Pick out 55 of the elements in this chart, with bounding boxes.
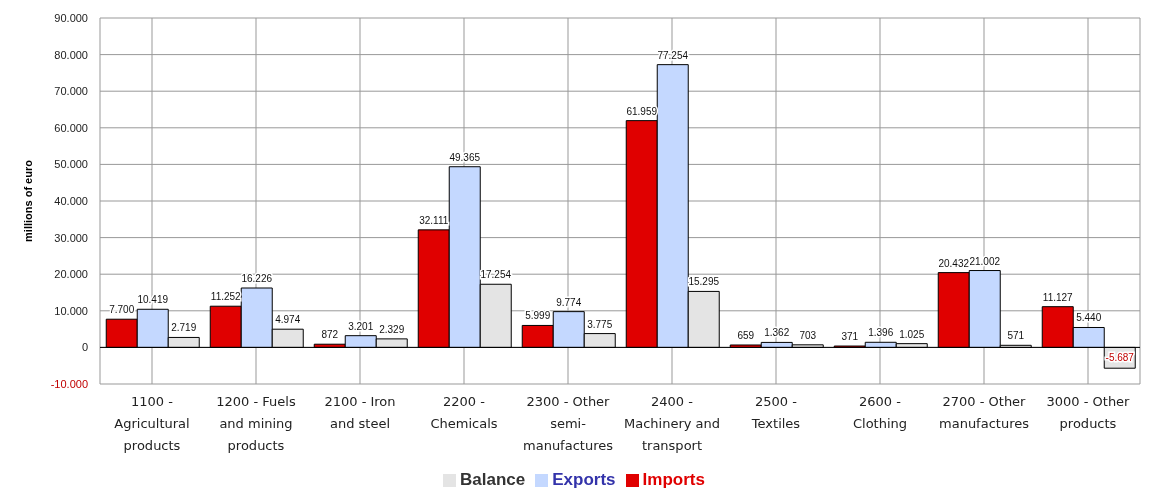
data-label: 61.959 <box>626 105 658 117</box>
x-tick-label: 3000 - Other products <box>1046 394 1131 431</box>
legend-label: Exports <box>552 470 616 489</box>
data-label: 9.774 <box>556 296 582 308</box>
legend-label: Balance <box>460 470 526 489</box>
legend-label: Imports <box>642 470 705 489</box>
data-label: 659 <box>737 329 755 341</box>
data-label: 11.252 <box>210 291 242 303</box>
data-label: 371 <box>841 331 859 343</box>
x-tick-label: 2400 - Machinery and transport <box>623 394 721 453</box>
y-tick-label: 50.000 <box>54 158 88 171</box>
data-label: 3.201 <box>348 320 374 332</box>
x-tick-label: 1200 - Fuels and mining products <box>216 394 296 453</box>
data-label: 16.226 <box>241 273 273 285</box>
y-tick-label: 90.000 <box>54 12 88 24</box>
y-tick-label: 10.000 <box>54 304 88 317</box>
x-tick-label: 2200 - Chemicals <box>430 394 498 431</box>
data-label: 5.440 <box>1076 312 1102 324</box>
x-tick-label: 2300 - Other semi-manufactures <box>523 394 614 453</box>
y-tick-label: 60.000 <box>54 121 88 134</box>
data-label: 77.254 <box>657 49 689 61</box>
data-label: 32.111 <box>419 214 449 226</box>
data-label: 872 <box>321 329 339 341</box>
data-label: 1.396 <box>868 327 894 339</box>
data-label: 11.127 <box>1042 291 1074 303</box>
data-label: 1.025 <box>899 328 925 340</box>
x-tick-label: 2600 - Clothing <box>852 394 908 431</box>
data-label: 17.254 <box>480 269 512 281</box>
data-label: 7.700 <box>109 304 135 316</box>
x-tick-label: 1100 - Agricultural products <box>114 394 190 453</box>
y-tick-label: 20.000 <box>54 268 88 281</box>
data-label: 3.775 <box>587 318 613 330</box>
data-label: -5.687 <box>1105 352 1135 364</box>
y-tick-label: 40.000 <box>54 195 88 207</box>
y-tick-label: 70.000 <box>54 85 88 98</box>
x-tick-label: 2500 - Textiles <box>750 394 801 431</box>
y-axis-title: millions of euro <box>21 159 34 242</box>
data-label: 21.002 <box>969 255 1001 267</box>
data-label: 571 <box>1007 330 1025 342</box>
y-tick-label: 30.000 <box>54 231 88 244</box>
data-label: 703 <box>799 329 817 341</box>
x-tick-label: 2700 - Other manufactures <box>939 394 1030 431</box>
data-label: 4.974 <box>275 314 301 326</box>
data-label: 49.365 <box>449 151 481 163</box>
data-label: 2.719 <box>171 322 197 334</box>
y-tick-label: -10.000 <box>50 378 88 390</box>
data-label: 5.999 <box>525 310 551 322</box>
x-tick-label: 2100 - Iron and steel <box>324 394 396 431</box>
y-tick-label: 0 <box>81 341 88 354</box>
data-label: 15.295 <box>688 276 720 288</box>
data-label: 2.329 <box>379 323 405 335</box>
data-label: 1.362 <box>764 327 790 339</box>
data-label: 10.419 <box>137 294 169 306</box>
y-tick-label: 80.000 <box>54 48 88 61</box>
data-label: 20.432 <box>938 257 970 269</box>
